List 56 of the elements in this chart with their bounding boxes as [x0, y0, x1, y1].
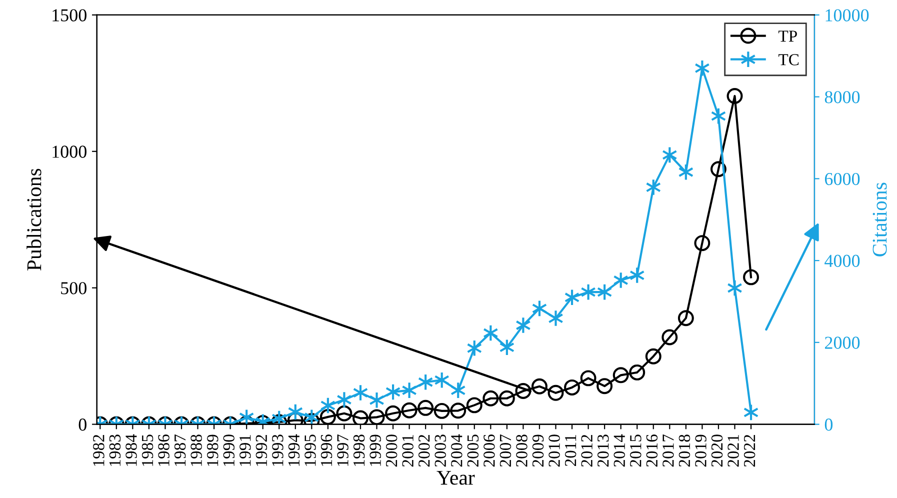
x-tick-label: 1983: [109, 434, 121, 466]
x-tick-label: 1988: [190, 434, 202, 466]
x-tick-label: 2010: [548, 434, 560, 467]
y2-tick-label: 2000: [824, 336, 860, 349]
x-tick-label: 2006: [484, 434, 495, 467]
x-tick-label: 2009: [532, 434, 544, 467]
x-tick-label: 1984: [126, 434, 137, 466]
legend-label: TP: [778, 30, 797, 42]
x-tick-label: 1989: [206, 434, 218, 466]
x-tick-label: 2003: [434, 434, 446, 467]
x-tick-label: 1999: [370, 434, 381, 466]
x-tick-label: 1990: [223, 434, 234, 466]
x-tick-label: 2017: [662, 434, 674, 467]
x-tick-label: 2000: [386, 434, 398, 467]
x-tick-label: 2013: [597, 434, 609, 467]
x-axis-title: Year: [436, 470, 475, 485]
y2-tick-label: 10000: [826, 9, 869, 22]
x-tick-label: 1996: [320, 434, 332, 466]
x-tick-label: 2001: [402, 435, 414, 467]
x-tick-label: 2008: [516, 434, 528, 467]
x-tick-label: 2012: [581, 434, 592, 467]
x-tick-label: 1993: [272, 434, 284, 466]
x-tick-label: 2005: [467, 434, 479, 467]
x-tick-label: 2016: [646, 434, 658, 467]
x-tick-label: 1997: [337, 434, 348, 466]
x-tick-label: 2002: [418, 434, 430, 467]
x-tick-label: 2019: [695, 434, 706, 467]
x-tick-label: 2021: [728, 435, 739, 467]
x-tick-label: 1982: [93, 434, 104, 466]
x-tick-label: 1986: [158, 434, 170, 466]
y2-tick-label: 6000: [824, 172, 860, 186]
x-tick-label: 1992: [256, 434, 268, 466]
x-tick-label: 2011: [564, 435, 576, 466]
x-tick-label: 2014: [614, 434, 626, 467]
y-tick-label: 1000: [52, 146, 86, 158]
x-tick-label: 2004: [451, 434, 462, 467]
y2-tick-label: 8000: [824, 91, 860, 104]
x-tick-label: 1995: [304, 434, 316, 466]
x-tick-label: 2007: [500, 434, 512, 467]
x-tick-label: 1994: [288, 434, 300, 466]
y-tick-label: 1500: [52, 9, 86, 22]
legend-label: TC: [778, 54, 799, 66]
x-tick-label: 2018: [678, 434, 690, 467]
y2-axis-title: Citations: [872, 182, 887, 256]
y2-tick-label: 4000: [824, 254, 860, 267]
y-tick-label: 0: [78, 418, 86, 431]
x-tick-label: 2022: [744, 434, 756, 467]
x-tick-label: 1987: [174, 434, 186, 466]
y-axis-title: Publications: [26, 168, 42, 271]
y-tick-label: 500: [61, 282, 86, 294]
x-tick-label: 2020: [711, 434, 723, 467]
x-tick-label: 2015: [630, 434, 642, 467]
y2-tick-label: 0: [824, 418, 833, 431]
x-tick-label: 1998: [353, 434, 365, 466]
x-tick-label: 1991: [240, 435, 251, 466]
x-tick-label: 1985: [142, 434, 154, 466]
